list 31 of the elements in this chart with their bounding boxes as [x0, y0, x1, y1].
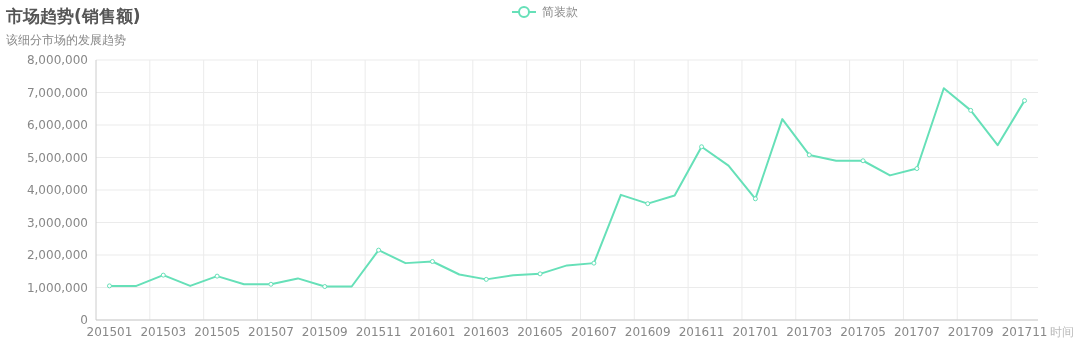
y-tick-label: 0	[80, 313, 88, 327]
x-tick-label: 201507	[248, 325, 294, 339]
x-tick-label: 201609	[624, 325, 671, 339]
x-tick-label: 201707	[893, 325, 940, 339]
x-tick-label: 201611	[678, 325, 725, 339]
x-tick-label: 201703	[786, 325, 833, 339]
x-tick-label: 201605	[517, 325, 563, 339]
chart-subtitle: 该细分市场的发展趋势	[6, 33, 126, 47]
x-tick-label: 201603	[463, 325, 510, 339]
x-tick-label: 201505	[194, 325, 241, 339]
chart-title: 市场趋势(销售额)	[5, 6, 141, 26]
x-axis-title: 时间	[1050, 325, 1074, 339]
x-tick-label: 201701	[732, 325, 779, 339]
x-tick-label: 201601	[409, 325, 456, 339]
x-tick-label: 201705	[840, 325, 886, 339]
y-tick-label: 6,000,000	[26, 118, 88, 132]
y-tick-label: 2,000,000	[26, 248, 88, 262]
x-tick-label: 201503	[140, 325, 187, 339]
y-tick-label: 8,000,000	[26, 53, 88, 67]
legend-label: 简装款	[542, 5, 578, 19]
y-tick-label: 7,000,000	[26, 85, 88, 100]
x-tick-label: 201501	[86, 325, 133, 339]
x-tick-label: 201711	[1001, 325, 1048, 339]
y-tick-label: 3,000,000	[26, 215, 88, 230]
y-tick-label: 1,000,000	[26, 280, 88, 295]
x-tick-label: 201509	[301, 325, 348, 339]
x-tick-label: 201607	[571, 325, 617, 339]
y-tick-label: 4,000,000	[26, 183, 88, 197]
x-tick-label: 201511	[355, 325, 402, 339]
x-tick-label: 201709	[947, 325, 994, 339]
y-tick-label: 5,000,000	[26, 150, 88, 165]
